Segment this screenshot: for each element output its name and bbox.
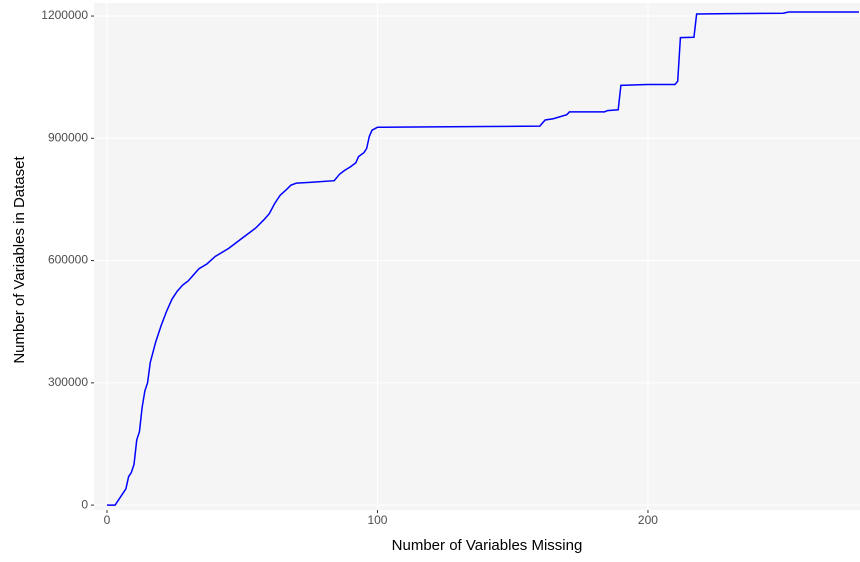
x-tick-label: 100 [367, 513, 387, 527]
panel [94, 3, 860, 510]
y-tick-label: 1200000 [41, 8, 88, 22]
x-tick-label: 200 [638, 513, 658, 527]
y-axis-title: Number of Variables in Dataset [11, 156, 28, 364]
y-tick-label: 300000 [48, 375, 88, 389]
y-tick-label: 0 [81, 497, 88, 511]
y-tick-label: 600000 [48, 253, 88, 267]
x-axis-title: Number of Variables Missing [392, 537, 583, 554]
line [106, 11, 859, 506]
y-tick-label: 900000 [48, 130, 88, 144]
x-tick-label: 0 [104, 513, 111, 527]
